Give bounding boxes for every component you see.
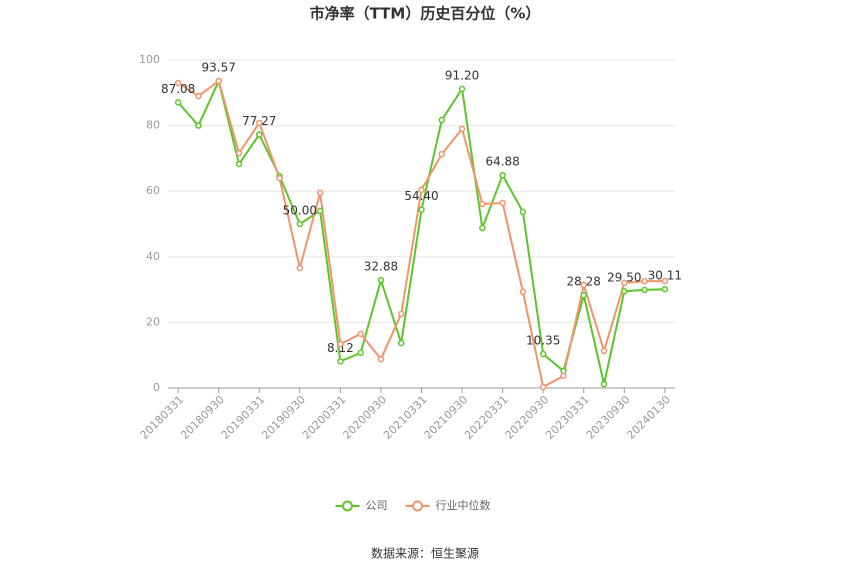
point xyxy=(174,99,182,106)
data-label: 29.50 xyxy=(607,271,641,285)
point xyxy=(377,276,385,284)
point xyxy=(195,92,202,100)
data-label: 93.57 xyxy=(202,61,236,75)
point xyxy=(316,189,324,197)
point xyxy=(519,208,527,216)
point xyxy=(560,372,567,380)
point xyxy=(600,380,608,388)
point xyxy=(337,340,344,348)
point xyxy=(621,279,628,287)
point xyxy=(600,347,608,355)
point xyxy=(580,291,587,299)
point xyxy=(519,288,527,296)
legend-marker xyxy=(412,500,423,512)
point xyxy=(256,119,263,127)
point xyxy=(316,207,324,215)
x-tick-label: 20240130 xyxy=(624,393,673,442)
point xyxy=(661,285,669,293)
data-label: 87.08 xyxy=(161,82,195,96)
point xyxy=(276,174,283,182)
y-tick-label: 80 xyxy=(146,119,160,132)
point xyxy=(438,116,446,124)
y-tick-label: 0 xyxy=(153,381,160,394)
legend-marker xyxy=(342,500,353,512)
legend-label: 公司 xyxy=(366,499,388,512)
point xyxy=(418,206,425,213)
point xyxy=(235,149,243,157)
data-label: 54.40 xyxy=(404,189,438,203)
point xyxy=(296,220,304,228)
point xyxy=(458,85,466,93)
data-label: 28.28 xyxy=(567,275,601,289)
point xyxy=(256,131,263,138)
point xyxy=(215,77,222,85)
data-label: 8.12 xyxy=(327,341,354,355)
point xyxy=(539,383,547,391)
point xyxy=(397,339,405,347)
y-tick-label: 40 xyxy=(146,250,160,263)
legend-label: 行业中位数 xyxy=(436,498,491,512)
point xyxy=(641,277,648,285)
data-label: 10.35 xyxy=(526,334,560,348)
source-note: 数据来源：恒生聚源 xyxy=(371,546,479,561)
point xyxy=(499,171,506,179)
point xyxy=(397,310,405,318)
point xyxy=(296,264,304,272)
point xyxy=(337,358,344,365)
point xyxy=(235,160,243,168)
point xyxy=(458,125,466,133)
point xyxy=(580,281,587,289)
point xyxy=(539,350,547,358)
point xyxy=(641,286,648,294)
y-tick-label: 60 xyxy=(146,184,160,197)
point xyxy=(195,122,202,129)
data-label: 30.11 xyxy=(648,269,682,283)
point xyxy=(174,79,182,87)
point xyxy=(418,186,425,194)
point xyxy=(499,199,506,207)
point xyxy=(357,330,364,338)
chart-title: 市净率（TTM）历史百分位（%） xyxy=(310,5,541,23)
point xyxy=(479,200,486,208)
point xyxy=(621,287,628,295)
point xyxy=(377,355,385,363)
data-label: 91.20 xyxy=(445,68,479,82)
data-label: 50.00 xyxy=(283,204,317,218)
point xyxy=(438,150,446,158)
point xyxy=(661,277,669,285)
data-label: 64.88 xyxy=(485,155,519,169)
y-tick-label: 20 xyxy=(146,315,160,328)
point xyxy=(479,224,486,232)
y-tick-label: 100 xyxy=(139,53,160,66)
data-label: 32.88 xyxy=(364,260,398,274)
point xyxy=(357,349,364,357)
